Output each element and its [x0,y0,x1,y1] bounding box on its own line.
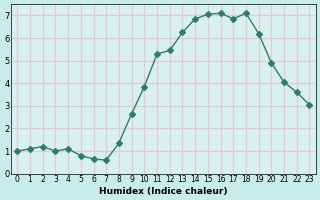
X-axis label: Humidex (Indice chaleur): Humidex (Indice chaleur) [99,187,228,196]
